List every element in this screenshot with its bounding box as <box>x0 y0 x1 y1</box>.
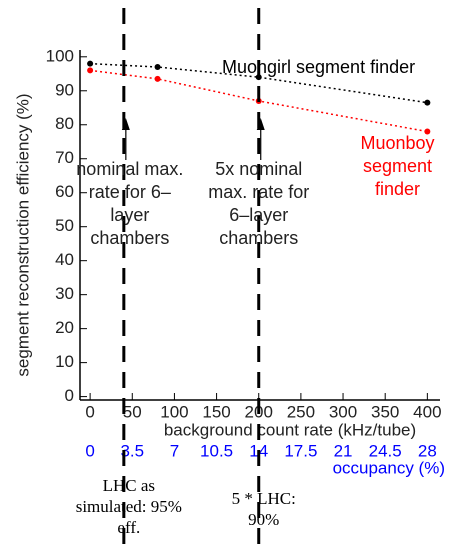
y-tick-label: 20 <box>55 318 74 337</box>
data-point <box>424 128 431 135</box>
x-tick-label: 300 <box>329 402 357 421</box>
x2-tick-label: 28 <box>418 441 437 460</box>
y-tick-label: 100 <box>46 46 74 65</box>
x-tick-label: 150 <box>202 402 230 421</box>
annotation: 5x nominal max. rate for 6–layer chamber… <box>208 159 310 248</box>
y-tick-label: 70 <box>55 148 74 167</box>
data-point <box>87 60 94 67</box>
x-tick-label: 350 <box>371 402 399 421</box>
y-tick-label: 10 <box>55 352 74 371</box>
y-tick-label: 50 <box>55 216 74 235</box>
arrow-head <box>121 118 130 130</box>
y-tick-label: 30 <box>55 284 74 303</box>
data-point <box>87 67 94 74</box>
x-axis-label: background count rate (kHz/tube) <box>164 420 416 439</box>
note: 5 * LHC: 90% <box>231 489 296 529</box>
note: LHC as simulated: 95% eff. <box>75 476 182 537</box>
annotation: nominal max. rate for 6–layer chambers <box>76 159 184 248</box>
x-tick-label: 400 <box>413 402 441 421</box>
x-tick-label: 0 <box>85 402 94 421</box>
x-tick-label: 250 <box>287 402 315 421</box>
y-tick-label: 90 <box>55 80 74 99</box>
data-point <box>154 63 161 70</box>
y-axis-label: segment reconstruction efficiency (%) <box>13 93 32 376</box>
x2-tick-label: 10.5 <box>200 441 233 460</box>
data-point <box>154 75 161 82</box>
arrow-head <box>256 118 265 130</box>
x2-tick-label: 3.5 <box>120 441 144 460</box>
y-tick-label: 0 <box>65 386 74 405</box>
x2-axis-label: occupancy (%) <box>333 458 445 477</box>
x2-tick-label: 21 <box>334 441 353 460</box>
x-tick-label: 100 <box>160 402 188 421</box>
x2-tick-label: 7 <box>170 441 179 460</box>
data-point <box>424 99 431 106</box>
series-label: Muongirl segment finder <box>222 57 416 77</box>
x2-tick-label: 24.5 <box>369 441 402 460</box>
x-tick-label: 50 <box>123 402 142 421</box>
y-tick-label: 40 <box>55 250 74 269</box>
x2-tick-label: 17.5 <box>284 441 317 460</box>
x2-tick-label: 0 <box>85 441 94 460</box>
y-tick-label: 60 <box>55 182 74 201</box>
series-label: Muonboy segment finder <box>360 133 435 199</box>
y-tick-label: 80 <box>55 114 74 133</box>
